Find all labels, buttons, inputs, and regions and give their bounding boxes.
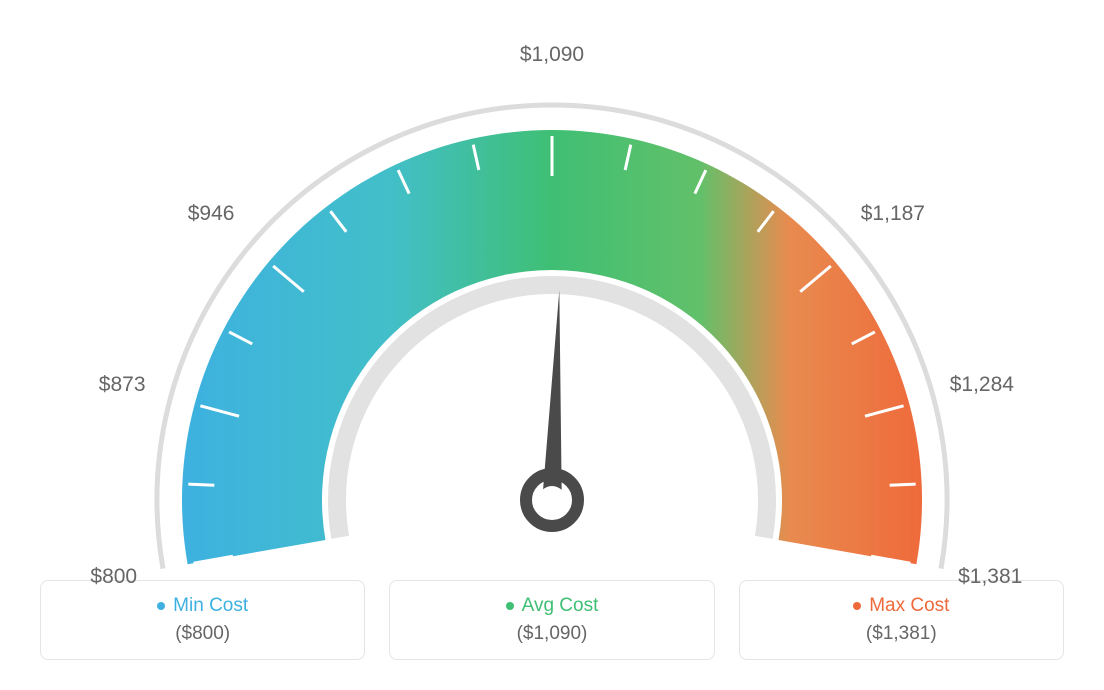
dot-icon xyxy=(853,602,861,610)
gauge-tick-label: $1,090 xyxy=(520,43,584,67)
legend-value-min: ($800) xyxy=(51,623,354,645)
legend-row: Min Cost ($800) Avg Cost ($1,090) Max Co… xyxy=(0,580,1104,660)
dot-icon xyxy=(157,602,165,610)
legend-card-avg: Avg Cost ($1,090) xyxy=(389,580,714,660)
legend-card-max: Max Cost ($1,381) xyxy=(739,580,1064,660)
gauge-tick-label: $800 xyxy=(90,565,137,589)
legend-value-max: ($1,381) xyxy=(750,623,1053,645)
legend-label-min: Min Cost xyxy=(157,595,248,617)
gauge-tick-label: $1,284 xyxy=(950,373,1014,397)
legend-card-min: Min Cost ($800) xyxy=(40,580,365,660)
legend-value-avg: ($1,090) xyxy=(400,623,703,645)
gauge-tick-label: $1,381 xyxy=(958,565,1022,589)
legend-label-text: Min Cost xyxy=(173,595,248,617)
gauge-tick-label: $1,187 xyxy=(861,202,925,226)
legend-label-avg: Avg Cost xyxy=(506,595,599,617)
legend-label-text: Avg Cost xyxy=(522,595,599,617)
gauge-tick-label: $873 xyxy=(99,373,146,397)
cost-gauge-widget: $800 $873 $946 $1,090 $1,187 $1,284 $1,381 Min… xyxy=(0,0,1104,690)
dot-icon xyxy=(506,602,514,610)
gauge-svg xyxy=(0,0,1104,580)
legend-label-max: Max Cost xyxy=(853,595,949,617)
gauge-chart: $800$873$946$1,090$1,187$1,284$1,381 xyxy=(0,0,1104,580)
gauge-tick-label: $946 xyxy=(188,202,235,226)
legend-label-text: Max Cost xyxy=(869,595,949,617)
